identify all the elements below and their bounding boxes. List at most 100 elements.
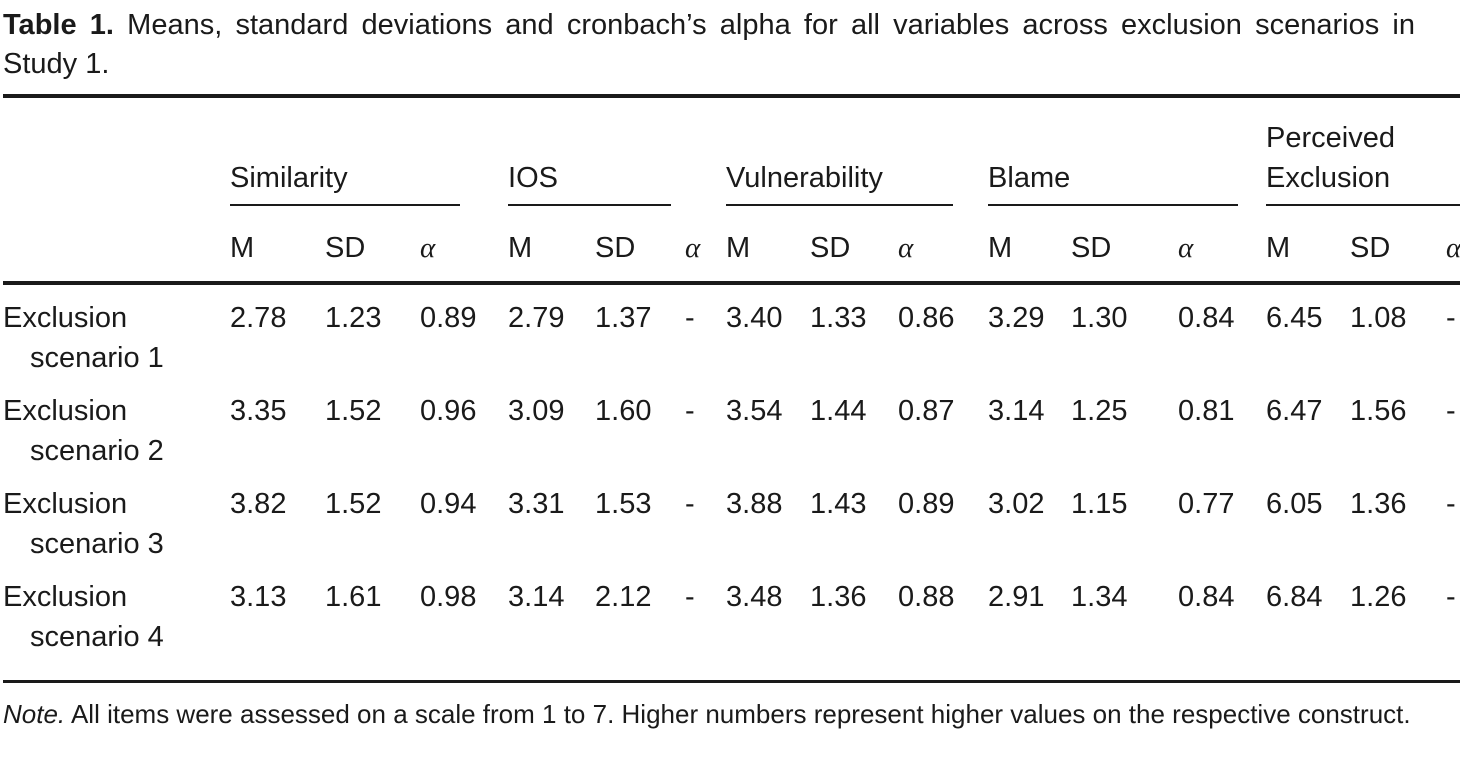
cell-blame-alpha: 0.81 <box>1178 395 1235 427</box>
cell-blame-m: 3.02 <box>988 488 1045 520</box>
row-label-header-spacer <box>3 96 230 206</box>
cell-ios-alpha: - <box>685 488 695 520</box>
subheader-perceived-exclusion-m: M <box>1266 206 1351 285</box>
cell-ios-sd: 1.60 <box>595 395 652 427</box>
row-label-line2: scenario 3 <box>30 528 164 560</box>
cell-ios-alpha: - <box>685 581 695 613</box>
cell-blame-m: 2.91 <box>988 581 1045 613</box>
cell-perceived-exclusion-m: 6.45 <box>1266 302 1323 334</box>
cell-vulnerability-m: 3.88 <box>726 488 783 520</box>
subheader-ios-m: M <box>508 206 596 285</box>
table-row: Exclusion scenario 1 2.78 1.23 0.89 2.79 1.37 -… <box>3 283 1460 378</box>
cell-ios-sd: 1.53 <box>595 488 652 520</box>
stats-table: Similarity IOS Vulnerability Blame Perce… <box>3 94 1460 683</box>
table-note: Note. All items were assessed on a scale… <box>3 696 1459 733</box>
cell-blame-m: 3.14 <box>988 395 1045 427</box>
cell-similarity-sd: 1.52 <box>325 488 382 520</box>
row-label-line1: Exclusion <box>3 302 128 334</box>
cell-perceived-exclusion-sd: 1.36 <box>1350 488 1407 520</box>
cell-vulnerability-m: 3.48 <box>726 581 783 613</box>
cell-blame-sd: 1.30 <box>1071 302 1128 334</box>
note-prefix: Note. <box>3 699 66 729</box>
table-row: Exclusion scenario 3 3.82 1.52 0.94 3.31 1.53 -… <box>3 471 1460 564</box>
col-group-blame: Blame <box>988 96 1266 206</box>
cell-similarity-alpha: 0.98 <box>420 581 477 613</box>
cell-perceived-exclusion-m: 6.47 <box>1266 395 1323 427</box>
subheader-blame-m: M <box>988 206 1072 285</box>
row-label-line1: Exclusion <box>3 488 128 520</box>
subheader-perceived-exclusion-sd: SD <box>1350 206 1447 285</box>
row-label-line1: Exclusion <box>3 395 128 427</box>
cell-perceived-exclusion-alpha: - <box>1446 395 1456 427</box>
table-title: Table 1. Means, standard deviations and … <box>3 6 1415 84</box>
subheader-perceived-exclusion-alpha: α <box>1446 206 1460 285</box>
subheader-vulnerability-m: M <box>726 206 811 285</box>
subheader-ios-sd: SD <box>595 206 686 285</box>
cell-vulnerability-sd: 1.36 <box>810 581 867 613</box>
row-label-line2: scenario 4 <box>30 621 164 653</box>
subheader-blame-alpha: α <box>1178 206 1267 285</box>
cell-blame-sd: 1.25 <box>1071 395 1128 427</box>
col-group-similarity: Similarity <box>230 96 508 206</box>
cell-blame-sd: 1.15 <box>1071 488 1128 520</box>
cell-similarity-m: 2.78 <box>230 302 287 334</box>
col-group-vulnerability: Vulnerability <box>726 96 988 206</box>
subheader-similarity-alpha: α <box>420 206 509 285</box>
cell-vulnerability-sd: 1.33 <box>810 302 867 334</box>
col-group-ios-label: IOS <box>508 158 672 206</box>
cell-ios-m: 3.09 <box>508 395 565 427</box>
cell-ios-m: 2.79 <box>508 302 565 334</box>
cell-blame-alpha: 0.77 <box>1178 488 1235 520</box>
cell-perceived-exclusion-sd: 1.56 <box>1350 395 1407 427</box>
cell-blame-alpha: 0.84 <box>1178 581 1235 613</box>
row-label: Exclusion scenario 1 <box>3 283 230 378</box>
cell-similarity-sd: 1.52 <box>325 395 382 427</box>
col-group-perceived-exclusion-label: Perceived Exclusion <box>1266 118 1460 206</box>
cell-similarity-alpha: 0.94 <box>420 488 477 520</box>
table-row: Exclusion scenario 2 3.35 1.52 0.96 3.09 1.60 -… <box>3 378 1460 471</box>
cell-similarity-sd: 1.23 <box>325 302 382 334</box>
subheader-ios-alpha: α <box>685 206 727 285</box>
cell-perceived-exclusion-sd: 1.08 <box>1350 302 1407 334</box>
subheader-row: M SD α M SD α M SD α M SD α M SD α <box>3 206 1460 285</box>
cell-ios-m: 3.14 <box>508 581 565 613</box>
note-text: All items were assessed on a scale from … <box>70 699 1411 729</box>
cell-similarity-m: 3.35 <box>230 395 287 427</box>
cell-ios-alpha: - <box>685 302 695 334</box>
cell-perceived-exclusion-alpha: - <box>1446 581 1456 613</box>
row-label-line2: scenario 1 <box>30 342 164 374</box>
cell-similarity-alpha: 0.89 <box>420 302 477 334</box>
table-title-label: Table 1. <box>3 9 114 41</box>
cell-vulnerability-alpha: 0.86 <box>898 302 955 334</box>
col-group-similarity-label: Similarity <box>230 158 461 206</box>
subheader-similarity-sd: SD <box>325 206 420 285</box>
cell-vulnerability-m: 3.54 <box>726 395 783 427</box>
cell-vulnerability-sd: 1.44 <box>810 395 867 427</box>
cell-ios-alpha: - <box>685 395 695 427</box>
cell-similarity-sd: 1.61 <box>325 581 382 613</box>
col-group-vulnerability-label: Vulnerability <box>726 158 954 206</box>
cell-vulnerability-alpha: 0.87 <box>898 395 955 427</box>
cell-perceived-exclusion-alpha: - <box>1446 488 1456 520</box>
subheader-blame-sd: SD <box>1071 206 1179 285</box>
row-label: Exclusion scenario 4 <box>3 564 230 682</box>
group-header-row: Similarity IOS Vulnerability Blame Perce… <box>3 96 1460 206</box>
row-label-line1: Exclusion <box>3 581 128 613</box>
row-label-header-spacer <box>3 206 230 285</box>
cell-similarity-alpha: 0.96 <box>420 395 477 427</box>
cell-vulnerability-alpha: 0.89 <box>898 488 955 520</box>
cell-perceived-exclusion-m: 6.05 <box>1266 488 1323 520</box>
table-head: Similarity IOS Vulnerability Blame Perce… <box>3 96 1460 285</box>
subheader-similarity-m: M <box>230 206 325 285</box>
col-group-ios: IOS <box>508 96 726 206</box>
cell-blame-sd: 1.34 <box>1071 581 1128 613</box>
cell-blame-alpha: 0.84 <box>1178 302 1235 334</box>
cell-perceived-exclusion-m: 6.84 <box>1266 581 1323 613</box>
cell-ios-sd: 1.37 <box>595 302 652 334</box>
row-label: Exclusion scenario 2 <box>3 378 230 471</box>
table-title-text: Means, standard deviations and cronbach’… <box>3 9 1415 80</box>
cell-vulnerability-m: 3.40 <box>726 302 783 334</box>
cell-ios-sd: 2.12 <box>595 581 652 613</box>
col-group-perceived-exclusion: Perceived Exclusion <box>1266 96 1460 206</box>
